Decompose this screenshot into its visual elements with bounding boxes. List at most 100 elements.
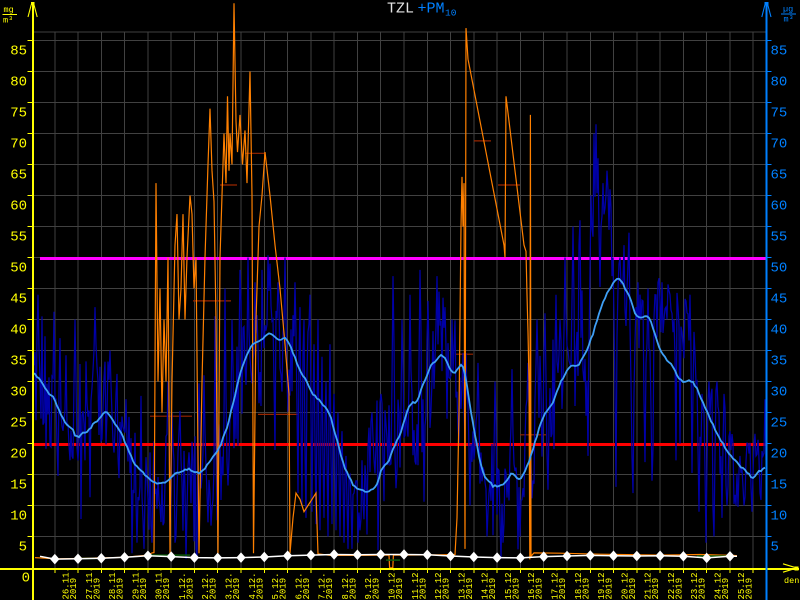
svg-text:30: 30 <box>771 384 788 400</box>
svg-text:70: 70 <box>10 136 27 152</box>
svg-text:2019: 2019 <box>325 578 335 600</box>
svg-text:8.12.: 8.12. <box>341 572 351 599</box>
svg-text:16.12.: 16.12. <box>527 567 537 599</box>
svg-text:2019: 2019 <box>628 578 638 600</box>
svg-text:10: 10 <box>445 8 457 19</box>
svg-text:25.12.: 25.12. <box>737 567 747 599</box>
svg-text:10: 10 <box>10 508 27 524</box>
svg-text:75: 75 <box>10 105 27 121</box>
svg-text:2019: 2019 <box>348 578 358 600</box>
svg-text:20.12.: 20.12. <box>620 567 630 599</box>
svg-text:0: 0 <box>22 570 30 586</box>
svg-text:15.12.: 15.12. <box>504 567 514 599</box>
svg-text:2019: 2019 <box>651 578 661 600</box>
svg-text:85: 85 <box>771 43 788 59</box>
svg-text:50: 50 <box>771 260 788 276</box>
svg-text:60: 60 <box>10 198 27 214</box>
svg-text:2019: 2019 <box>279 578 289 600</box>
svg-text:55: 55 <box>10 229 27 245</box>
svg-text:27.11.: 27.11. <box>85 567 95 599</box>
svg-text:2019: 2019 <box>209 578 219 600</box>
svg-text:6.12.: 6.12. <box>294 572 304 599</box>
svg-text:45: 45 <box>10 291 27 307</box>
svg-text:10.12.: 10.12. <box>388 567 398 599</box>
svg-text:2019: 2019 <box>255 578 265 600</box>
svg-text:30: 30 <box>10 384 27 400</box>
svg-text:70: 70 <box>771 136 788 152</box>
svg-text:12.12.: 12.12. <box>434 567 444 599</box>
svg-text:5: 5 <box>19 539 27 555</box>
svg-text:24.12.: 24.12. <box>714 567 724 599</box>
svg-text:3.12.: 3.12. <box>225 572 235 599</box>
svg-text:+PM: +PM <box>418 1 445 18</box>
svg-text:85: 85 <box>10 43 27 59</box>
svg-text:den: den <box>784 576 799 586</box>
svg-text:35: 35 <box>10 353 27 369</box>
svg-text:5.12.: 5.12. <box>271 572 281 599</box>
svg-text:m³: m³ <box>784 15 794 25</box>
svg-text:14.12.: 14.12. <box>481 567 491 599</box>
svg-text:40: 40 <box>771 322 788 338</box>
svg-text:2019: 2019 <box>139 578 149 600</box>
svg-text:2019: 2019 <box>511 578 521 600</box>
svg-text:80: 80 <box>10 74 27 90</box>
svg-text:µg: µg <box>783 5 793 15</box>
svg-text:60: 60 <box>771 198 788 214</box>
svg-text:50: 50 <box>10 260 27 276</box>
svg-text:19.12.: 19.12. <box>597 567 607 599</box>
svg-text:2019: 2019 <box>116 578 126 600</box>
svg-text:2019: 2019 <box>232 578 242 600</box>
svg-text:55: 55 <box>771 229 788 245</box>
svg-text:2019: 2019 <box>698 578 708 600</box>
svg-text:2019: 2019 <box>744 578 754 600</box>
svg-text:21.12.: 21.12. <box>644 567 654 599</box>
svg-text:35: 35 <box>771 353 788 369</box>
svg-text:28.11.: 28.11. <box>108 567 118 599</box>
svg-text:TZL: TZL <box>387 1 414 18</box>
svg-text:25: 25 <box>10 415 27 431</box>
svg-text:5: 5 <box>771 539 779 555</box>
svg-text:65: 65 <box>10 167 27 183</box>
svg-text:29.11.: 29.11. <box>131 567 141 599</box>
svg-text:20: 20 <box>10 446 27 462</box>
svg-text:20: 20 <box>771 446 788 462</box>
svg-text:2019: 2019 <box>605 578 615 600</box>
svg-text:2019: 2019 <box>418 578 428 600</box>
svg-text:m³: m³ <box>3 16 13 26</box>
svg-text:26.11.: 26.11. <box>62 567 72 599</box>
svg-text:9.12.: 9.12. <box>364 572 374 599</box>
svg-text:2019: 2019 <box>581 578 591 600</box>
svg-text:15: 15 <box>10 477 27 493</box>
svg-text:2.12.: 2.12. <box>201 572 211 599</box>
svg-text:65: 65 <box>771 167 788 183</box>
svg-text:25: 25 <box>771 415 788 431</box>
svg-text:4.12.: 4.12. <box>248 572 258 599</box>
svg-text:2019: 2019 <box>69 578 79 600</box>
svg-text:2019: 2019 <box>92 578 102 600</box>
svg-text:40: 40 <box>10 322 27 338</box>
svg-text:22.12.: 22.12. <box>667 567 677 599</box>
svg-text:30.11.: 30.11. <box>155 567 165 599</box>
svg-text:2019: 2019 <box>465 578 475 600</box>
svg-text:15: 15 <box>771 477 788 493</box>
svg-text:80: 80 <box>771 74 788 90</box>
svg-text:7.12.: 7.12. <box>318 572 328 599</box>
svg-text:2019: 2019 <box>558 578 568 600</box>
svg-text:2019: 2019 <box>162 578 172 600</box>
svg-text:2019: 2019 <box>535 578 545 600</box>
svg-text:2019: 2019 <box>721 578 731 600</box>
svg-text:23.12.: 23.12. <box>690 567 700 599</box>
svg-text:2019: 2019 <box>186 578 196 600</box>
svg-text:17.12.: 17.12. <box>551 567 561 599</box>
svg-text:13.12.: 13.12. <box>457 567 467 599</box>
svg-text:1.12.: 1.12. <box>178 572 188 599</box>
svg-text:10: 10 <box>771 508 788 524</box>
svg-text:18.12.: 18.12. <box>574 567 584 599</box>
svg-text:2019: 2019 <box>302 578 312 600</box>
svg-text:45: 45 <box>771 291 788 307</box>
svg-text:2019: 2019 <box>674 578 684 600</box>
svg-text:mg: mg <box>4 5 14 15</box>
svg-text:11.12.: 11.12. <box>411 567 421 599</box>
svg-text:2019: 2019 <box>442 578 452 600</box>
svg-text:2019: 2019 <box>488 578 498 600</box>
